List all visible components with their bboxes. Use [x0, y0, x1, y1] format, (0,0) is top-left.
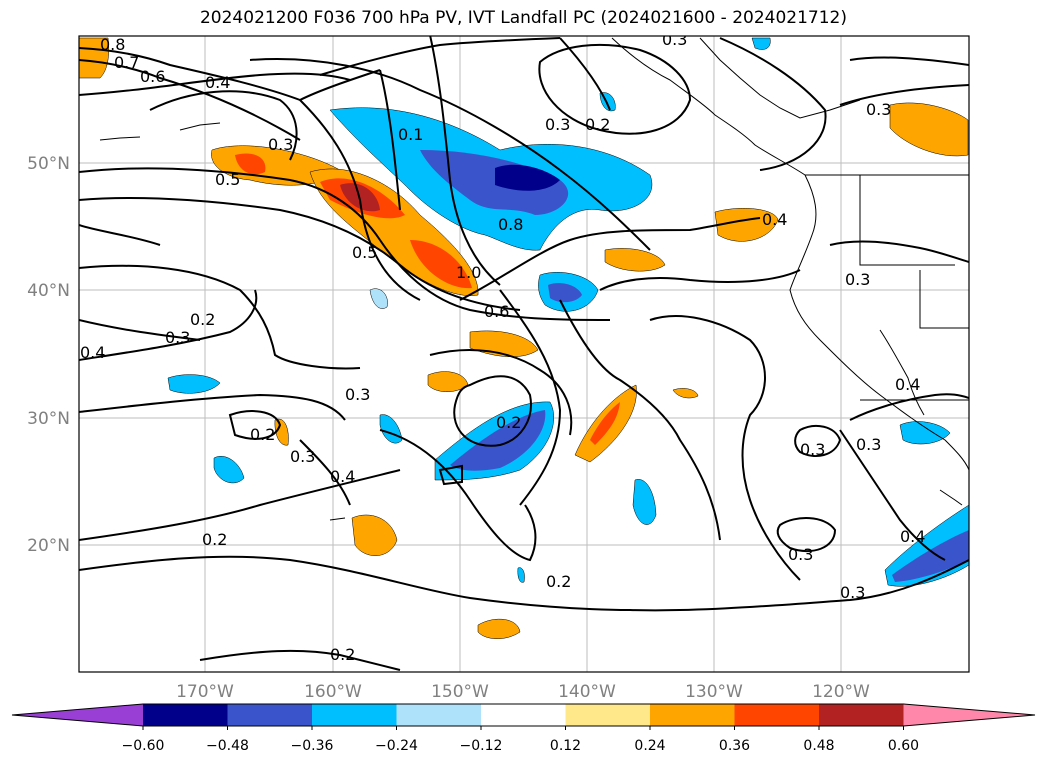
colorbar-tick-label: −0.12	[460, 738, 503, 754]
colorbar: −0.60 −0.48 −0.36 −0.24 −0.12 0.12 0.24 0.36 0.4…	[11, 703, 1036, 754]
contour-label: 0.2	[496, 413, 521, 432]
contour-label: 0.5	[352, 243, 377, 262]
lat-tick-label: 50°N	[27, 154, 70, 174]
colorbar-tick-label: −0.36	[291, 738, 334, 754]
contour-label: 0.6	[484, 302, 509, 321]
contour-label: 0.3	[345, 385, 370, 404]
contour-label: 0.2	[330, 645, 355, 664]
lon-tick-label: 130°W	[685, 682, 743, 702]
pc-fill-negative	[167, 37, 969, 587]
contour-label: 0.3	[545, 115, 570, 134]
contour-label: 0.4	[330, 467, 355, 486]
colorbar-extend-low	[12, 704, 143, 726]
contour-label: 0.3	[856, 435, 881, 454]
contour-label: 0.7	[114, 53, 139, 72]
colorbar-segment	[650, 704, 735, 726]
contour-label: 0.2	[585, 115, 610, 134]
lon-tick-label: 160°W	[304, 682, 362, 702]
colorbar-tick-label: 0.60	[888, 738, 919, 754]
contour-label: 0.3	[840, 583, 865, 602]
lat-tick-label: 30°N	[27, 409, 70, 429]
colorbar-segment	[481, 704, 566, 726]
colorbar-tick-label: −0.60	[122, 738, 165, 754]
contour-label: 0.1	[398, 125, 423, 144]
colorbar-tick-label: 0.48	[803, 738, 834, 754]
lon-tick-label: 120°W	[812, 682, 870, 702]
colorbar-tick-label: 0.12	[550, 738, 581, 754]
map-frame	[78, 35, 970, 673]
longitude-ticks: 170°W 160°W 150°W 140°W 130°W 120°W	[176, 682, 870, 702]
map-layers: 0.8 0.7 0.6 0.4 0.3 0.5 0.1 0.8 0.3 0.2 …	[79, 30, 969, 672]
latitude-ticks: 50°N 40°N 30°N 20°N	[27, 154, 70, 556]
contour-label: 0.6	[140, 67, 165, 86]
contour-label: 1.0	[456, 263, 481, 282]
lat-tick-label: 20°N	[27, 536, 70, 556]
contour-label: 0.4	[205, 73, 230, 92]
contour-label: 0.2	[546, 572, 571, 591]
colorbar-segment	[143, 704, 228, 726]
colorbar-segment	[227, 704, 312, 726]
colorbar-segment	[734, 704, 819, 726]
contour-label: 0.3	[866, 100, 891, 119]
colorbar-tick-label: −0.24	[375, 738, 418, 754]
colorbar-tick-label: 0.24	[634, 738, 665, 754]
contour-label: 0.4	[900, 527, 925, 546]
contour-label: 0.3	[800, 440, 825, 459]
map-title: 2024021200 F036 700 hPa PV, IVT Landfall…	[199, 8, 847, 28]
lon-tick-label: 170°W	[176, 682, 234, 702]
lat-tick-label: 40°N	[27, 281, 70, 301]
contour-label: 0.3	[165, 328, 190, 347]
colorbar-tick-label: −0.48	[206, 738, 249, 754]
colorbar-extend-high	[903, 704, 1035, 726]
contour-label: 0.2	[250, 425, 275, 444]
colorbar-segment	[819, 704, 904, 726]
lon-tick-label: 150°W	[431, 682, 489, 702]
coastlines	[99, 37, 969, 521]
contour-label: 0.3	[845, 270, 870, 289]
colorbar-segment	[312, 704, 397, 726]
colorbar-segment	[396, 704, 481, 726]
contour-label: 0.8	[498, 215, 523, 234]
contour-label: 0.4	[762, 210, 787, 229]
contour-label: 0.8	[100, 35, 125, 54]
contour-label: 0.4	[80, 343, 105, 362]
contour-labels: 0.8 0.7 0.6 0.4 0.3 0.5 0.1 0.8 0.3 0.2 …	[80, 30, 925, 664]
contour-label: 0.3	[662, 30, 687, 49]
colorbar-tick-label: 0.36	[719, 738, 750, 754]
contour-label: 0.3	[268, 135, 293, 154]
contour-label: 0.2	[190, 310, 215, 329]
colorbar-segment	[565, 704, 650, 726]
pv-contours	[79, 36, 969, 671]
lon-tick-label: 140°W	[558, 682, 616, 702]
contour-label: 0.5	[215, 170, 240, 189]
contour-label: 0.3	[290, 447, 315, 466]
contour-label: 0.4	[895, 375, 920, 394]
contour-label: 0.3	[788, 545, 813, 564]
contour-label: 0.2	[202, 530, 227, 549]
